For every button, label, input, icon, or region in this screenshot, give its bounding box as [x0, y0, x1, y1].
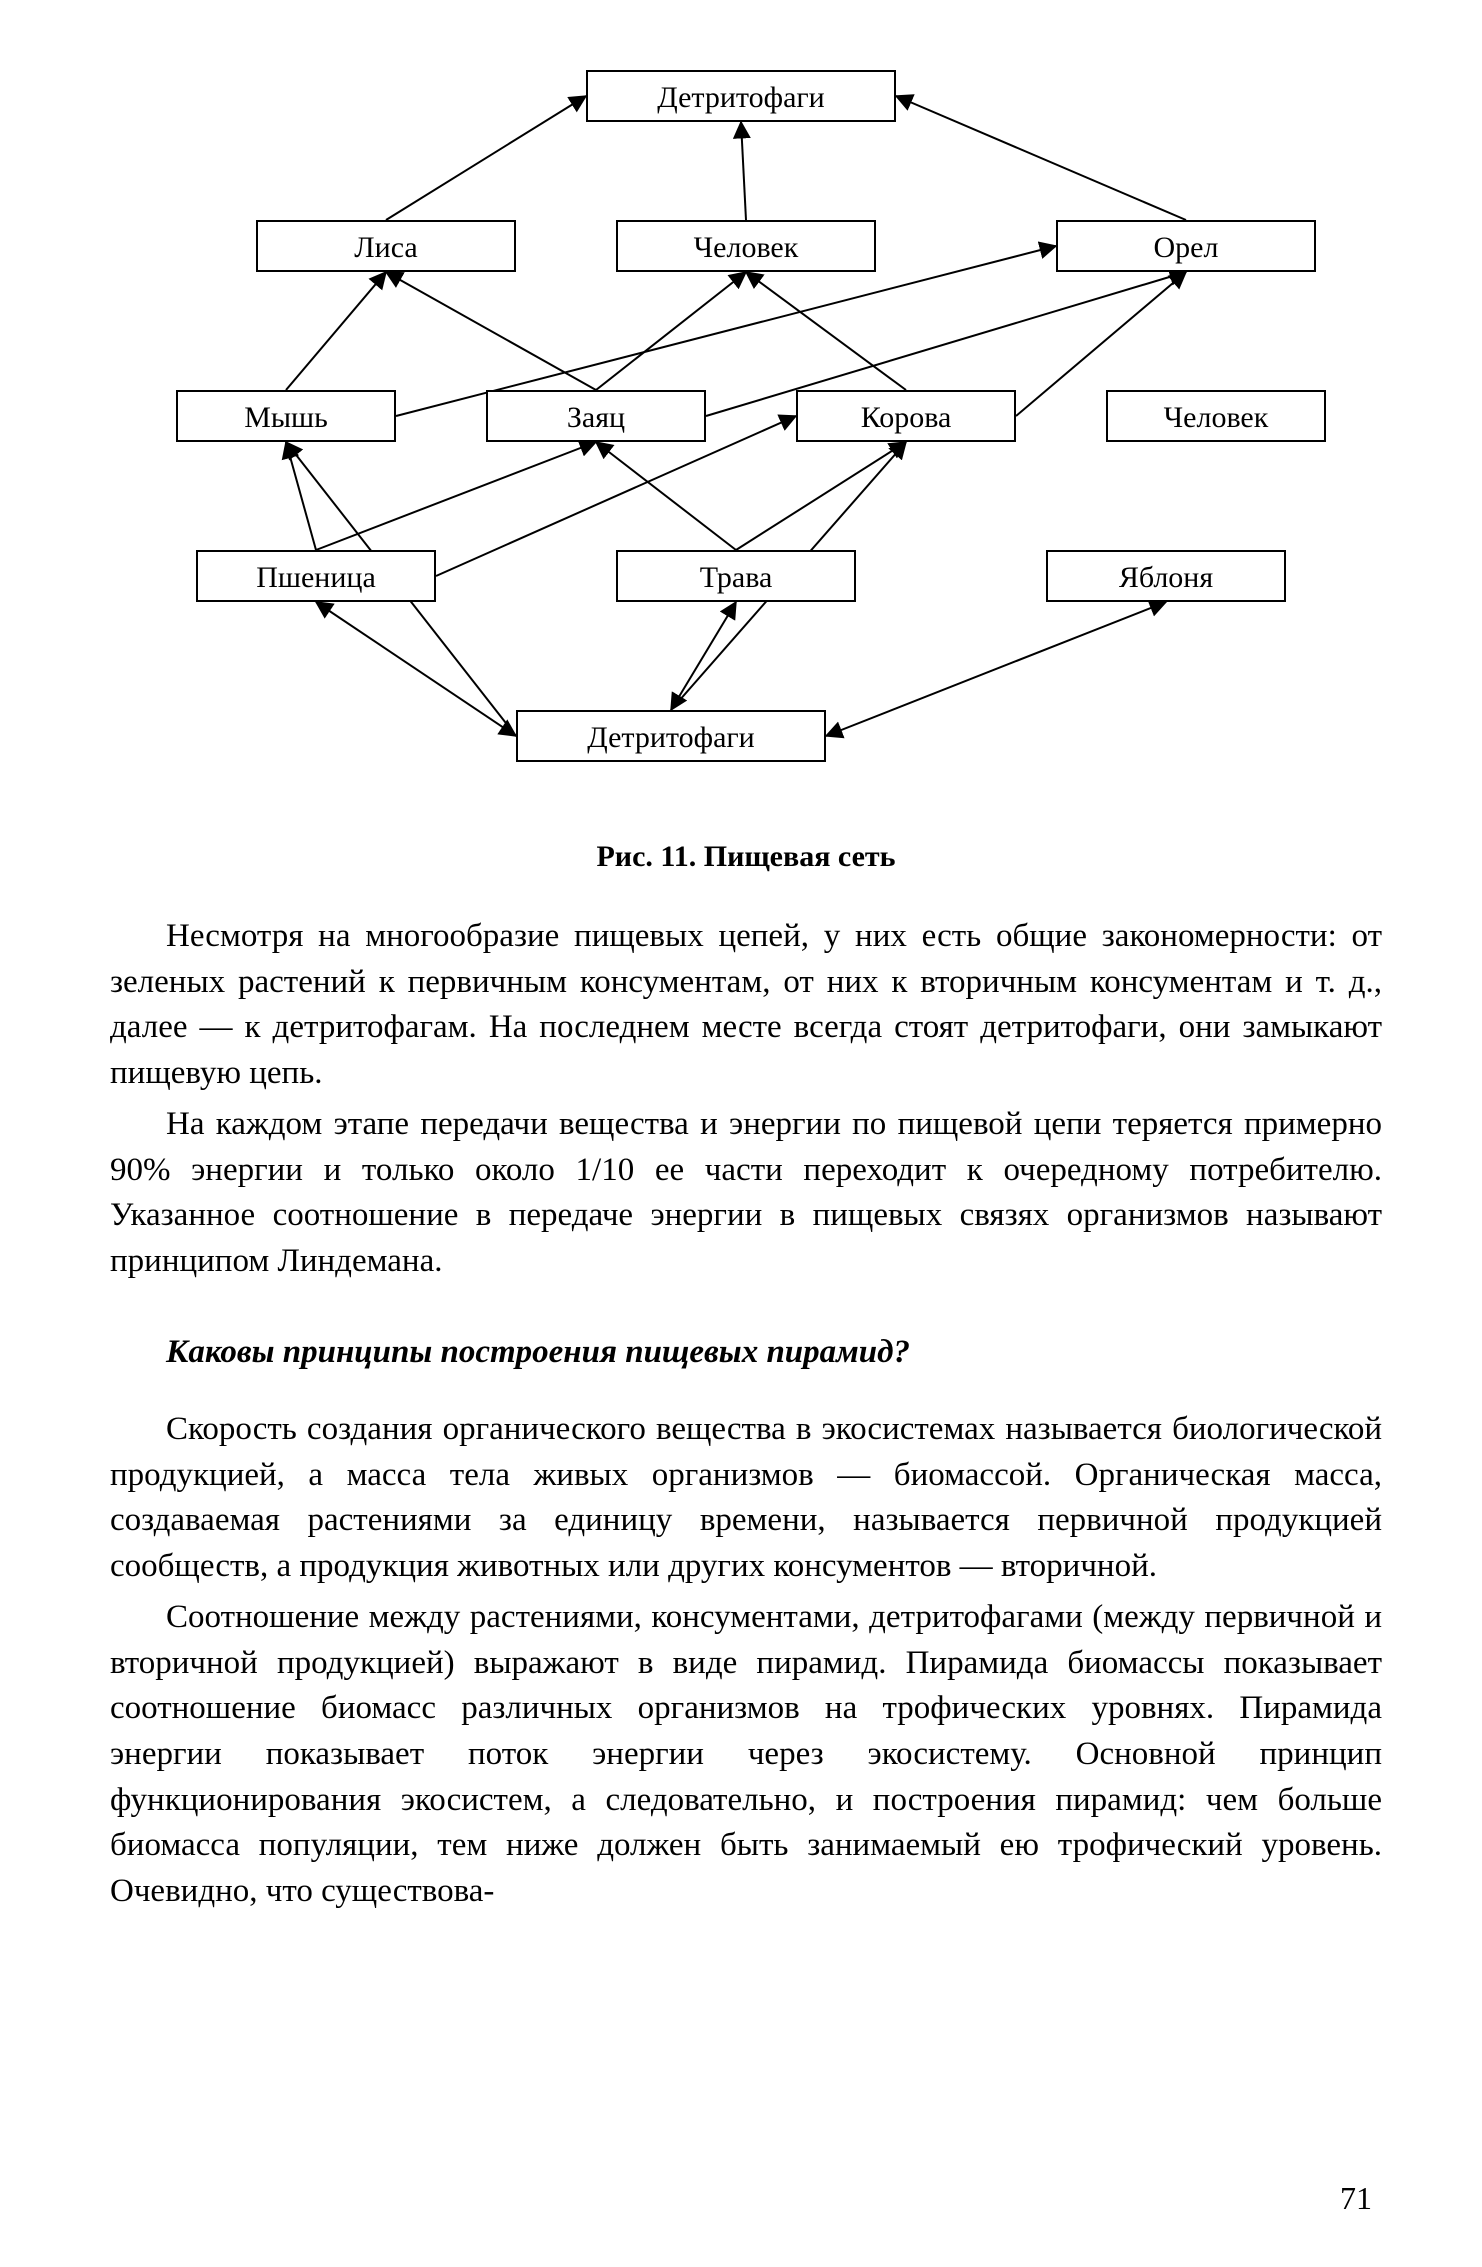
page-number: 71 — [1340, 2180, 1372, 2217]
node-orel: Орел — [1056, 220, 1316, 272]
subheading: Каковы принципы построения пищевых пирам… — [166, 1334, 1382, 1371]
node-chel_mid: Человек — [1106, 390, 1326, 442]
edge-pshen-mysh — [286, 442, 316, 550]
node-detr_top: Детритофаги — [586, 70, 896, 122]
food-web-diagram: Детритофаги Лиса Человек Орел Мышь Заяц Корова… — [116, 50, 1376, 810]
edge-trava-zayats — [596, 442, 736, 550]
figure-caption: Рис. 11. Пищевая сеть — [110, 840, 1382, 874]
edge-pshen-zayats — [316, 442, 596, 550]
edge-pshen-detr_bot — [316, 602, 516, 736]
paragraph-3: Скорость создания органического вещества… — [110, 1407, 1382, 1589]
node-pshen: Пшеница — [196, 550, 436, 602]
edge-trava-korova — [736, 442, 906, 550]
edge-zayats-lisa — [386, 272, 596, 390]
edge-orel-detr_top — [896, 96, 1186, 220]
paragraph-1: Несмотря на многообразие пищевых цепей, … — [110, 914, 1382, 1096]
edge-korova-chel_top — [746, 272, 906, 390]
node-lisa: Лиса — [256, 220, 516, 272]
node-mysh: Мышь — [176, 390, 396, 442]
paragraph-2: На каждом этапе передачи вещества и энер… — [110, 1102, 1382, 1284]
node-chel_top: Человек — [616, 220, 876, 272]
node-detr_bot: Детритофаги — [516, 710, 826, 762]
edge-zayats-chel_top — [596, 272, 746, 390]
edge-lisa-detr_top — [386, 96, 586, 220]
edge-chel_top-detr_top — [741, 122, 746, 220]
node-zayats: Заяц — [486, 390, 706, 442]
paragraph-4: Соотношение между растениями, консумента… — [110, 1595, 1382, 1914]
edge-mysh-lisa — [286, 272, 386, 390]
node-korova: Корова — [796, 390, 1016, 442]
edge-trava-detr_bot — [671, 602, 736, 710]
node-trava: Трава — [616, 550, 856, 602]
edge-yabl-detr_bot — [826, 602, 1166, 736]
node-yabl: Яблоня — [1046, 550, 1286, 602]
body-text: Несмотря на многообразие пищевых цепей, … — [110, 914, 1382, 1914]
page: Детритофаги Лиса Человек Орел Мышь Заяц Корова… — [0, 0, 1482, 2267]
